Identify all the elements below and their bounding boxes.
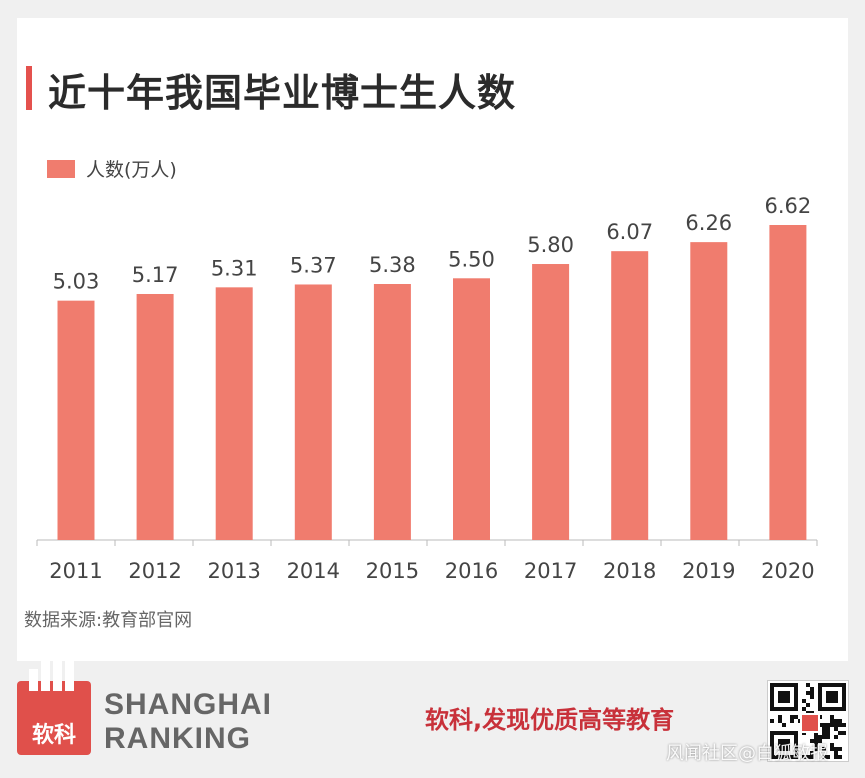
x-tick-label: 2011	[49, 559, 102, 583]
legend-label: 人数(万人)	[86, 159, 177, 181]
slogan: 软科,发现优质高等教育	[425, 706, 675, 734]
x-tick-label: 2013	[207, 559, 260, 583]
data-label: 5.03	[53, 270, 100, 294]
bar-chart: 5.03 2011 5.17 2012 5.31 2013 5.37 2014 5.38 2015…	[36, 194, 818, 583]
bar-2019	[690, 242, 728, 540]
data-label: 5.38	[369, 253, 416, 277]
bar-2013	[215, 287, 253, 540]
x-tick-label: 2019	[682, 559, 735, 583]
data-label: 5.17	[132, 263, 179, 287]
bar-2018	[611, 251, 649, 540]
legend-swatch	[47, 160, 75, 178]
logo-text: 软科	[31, 723, 76, 748]
data-label: 6.07	[606, 220, 653, 244]
data-label: 6.26	[685, 211, 732, 235]
watermark: 风闻社区@白狐敏报	[666, 743, 828, 764]
x-tick-label: 2016	[445, 559, 498, 583]
data-label: 5.50	[448, 247, 495, 271]
x-tick-label: 2014	[287, 559, 340, 583]
brand-name-line2: RANKING	[104, 722, 251, 755]
data-label: 5.37	[290, 253, 337, 277]
bar-2014	[294, 284, 332, 540]
bar-2015	[373, 284, 411, 540]
x-tick-label: 2018	[603, 559, 656, 583]
bar-2020	[769, 225, 807, 540]
bar-2017	[532, 264, 570, 540]
x-tick-label: 2020	[761, 559, 814, 583]
bar-2011	[57, 300, 95, 540]
x-tick-label: 2017	[524, 559, 577, 583]
data-label: 5.31	[211, 256, 258, 280]
data-source: 数据来源:教育部官网	[24, 610, 193, 631]
shanghai-ranking-logo: 软科	[17, 653, 91, 755]
brand-name-line1: SHANGHAI	[104, 688, 273, 721]
x-tick-label: 2012	[128, 559, 181, 583]
x-tick-label: 2015	[366, 559, 419, 583]
qr-code-icon	[767, 680, 849, 762]
data-label: 5.80	[527, 233, 574, 257]
bar-2016	[453, 278, 490, 540]
chart-title: 近十年我国毕业博士生人数	[48, 71, 517, 115]
bar-2012	[136, 293, 174, 540]
title-accent-bar	[26, 66, 32, 110]
data-label: 6.62	[765, 194, 812, 218]
